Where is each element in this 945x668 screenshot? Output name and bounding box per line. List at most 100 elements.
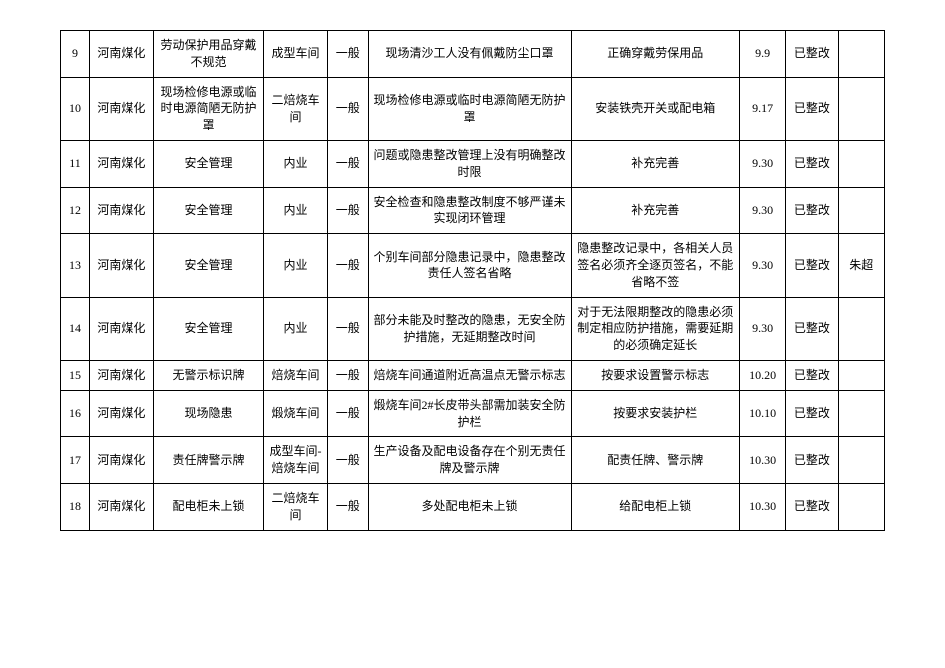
table-row: 15河南煤化无警示标识牌焙烧车间一般焙烧车间通道附近高温点无警示标志按要求设置警… <box>61 360 885 390</box>
table-row: 10河南煤化现场检修电源或临时电源简陋无防护罩二焙烧车间一般现场检修电源或临时电… <box>61 77 885 140</box>
level-cell: 一般 <box>327 483 368 530</box>
table-row: 9河南煤化劳动保护用品穿戴不规范成型车间一般现场清沙工人没有佩戴防尘口罩正确穿戴… <box>61 31 885 78</box>
level-cell: 一般 <box>327 437 368 484</box>
person-cell <box>838 187 884 234</box>
table-row: 11河南煤化安全管理内业一般问题或隐患整改管理上没有明确整改时限补充完善9.30… <box>61 140 885 187</box>
action-cell: 隐患整改记录中，各相关人员签名必须齐全逐页签名，不能省略不签 <box>571 234 739 297</box>
description-cell: 现场清沙工人没有佩戴防尘口罩 <box>368 31 571 78</box>
action-cell: 对于无法限期整改的隐患必须制定相应防护措施，需要延期的必须确定延长 <box>571 297 739 360</box>
workshop-cell: 二焙烧车间 <box>264 77 328 140</box>
level-cell: 一般 <box>327 140 368 187</box>
row-number: 12 <box>61 187 90 234</box>
date-cell: 9.30 <box>739 187 785 234</box>
action-cell: 安装铁壳开关或配电箱 <box>571 77 739 140</box>
action-cell: 补充完善 <box>571 187 739 234</box>
company-cell: 河南煤化 <box>90 77 154 140</box>
person-cell <box>838 31 884 78</box>
row-number: 17 <box>61 437 90 484</box>
table-row: 17河南煤化责任牌警示牌成型车间-焙烧车间一般生产设备及配电设备存在个别无责任牌… <box>61 437 885 484</box>
person-cell <box>838 140 884 187</box>
person-cell <box>838 360 884 390</box>
row-number: 13 <box>61 234 90 297</box>
status-cell: 已整改 <box>786 31 838 78</box>
company-cell: 河南煤化 <box>90 234 154 297</box>
status-cell: 已整改 <box>786 297 838 360</box>
workshop-cell: 煅烧车间 <box>264 390 328 437</box>
issue-type-cell: 安全管理 <box>153 187 263 234</box>
status-cell: 已整改 <box>786 360 838 390</box>
workshop-cell: 二焙烧车间 <box>264 483 328 530</box>
workshop-cell: 内业 <box>264 187 328 234</box>
issue-type-cell: 安全管理 <box>153 297 263 360</box>
company-cell: 河南煤化 <box>90 390 154 437</box>
table-row: 18河南煤化配电柜未上锁二焙烧车间一般多处配电柜未上锁给配电柜上锁10.30已整… <box>61 483 885 530</box>
level-cell: 一般 <box>327 31 368 78</box>
company-cell: 河南煤化 <box>90 437 154 484</box>
table-row: 14河南煤化安全管理内业一般部分未能及时整改的隐患，无安全防护措施，无延期整改时… <box>61 297 885 360</box>
table-row: 12河南煤化安全管理内业一般安全检查和隐患整改制度不够严谨未实现闭环管理补充完善… <box>61 187 885 234</box>
action-cell: 补充完善 <box>571 140 739 187</box>
table-row: 16河南煤化现场隐患煅烧车间一般煅烧车间2#长皮带头部需加装安全防护栏按要求安装… <box>61 390 885 437</box>
status-cell: 已整改 <box>786 234 838 297</box>
company-cell: 河南煤化 <box>90 360 154 390</box>
workshop-cell: 内业 <box>264 140 328 187</box>
level-cell: 一般 <box>327 390 368 437</box>
row-number: 11 <box>61 140 90 187</box>
date-cell: 9.30 <box>739 140 785 187</box>
status-cell: 已整改 <box>786 140 838 187</box>
status-cell: 已整改 <box>786 390 838 437</box>
date-cell: 9.30 <box>739 234 785 297</box>
status-cell: 已整改 <box>786 483 838 530</box>
description-cell: 部分未能及时整改的隐患，无安全防护措施，无延期整改时间 <box>368 297 571 360</box>
action-cell: 按要求安装护栏 <box>571 390 739 437</box>
level-cell: 一般 <box>327 234 368 297</box>
person-cell: 朱超 <box>838 234 884 297</box>
description-cell: 问题或隐患整改管理上没有明确整改时限 <box>368 140 571 187</box>
workshop-cell: 成型车间 <box>264 31 328 78</box>
company-cell: 河南煤化 <box>90 297 154 360</box>
action-cell: 按要求设置警示标志 <box>571 360 739 390</box>
row-number: 14 <box>61 297 90 360</box>
status-cell: 已整改 <box>786 77 838 140</box>
person-cell <box>838 297 884 360</box>
person-cell <box>838 437 884 484</box>
date-cell: 9.30 <box>739 297 785 360</box>
issue-type-cell: 责任牌警示牌 <box>153 437 263 484</box>
date-cell: 9.9 <box>739 31 785 78</box>
description-cell: 生产设备及配电设备存在个别无责任牌及警示牌 <box>368 437 571 484</box>
action-cell: 正确穿戴劳保用品 <box>571 31 739 78</box>
issue-type-cell: 安全管理 <box>153 140 263 187</box>
workshop-cell: 内业 <box>264 297 328 360</box>
issue-type-cell: 现场隐患 <box>153 390 263 437</box>
description-cell: 多处配电柜未上锁 <box>368 483 571 530</box>
issue-type-cell: 配电柜未上锁 <box>153 483 263 530</box>
issue-type-cell: 劳动保护用品穿戴不规范 <box>153 31 263 78</box>
status-cell: 已整改 <box>786 437 838 484</box>
description-cell: 焙烧车间通道附近高温点无警示标志 <box>368 360 571 390</box>
status-cell: 已整改 <box>786 187 838 234</box>
level-cell: 一般 <box>327 77 368 140</box>
date-cell: 10.10 <box>739 390 785 437</box>
person-cell <box>838 390 884 437</box>
company-cell: 河南煤化 <box>90 483 154 530</box>
level-cell: 一般 <box>327 360 368 390</box>
company-cell: 河南煤化 <box>90 140 154 187</box>
row-number: 18 <box>61 483 90 530</box>
person-cell <box>838 77 884 140</box>
description-cell: 安全检查和隐患整改制度不够严谨未实现闭环管理 <box>368 187 571 234</box>
workshop-cell: 焙烧车间 <box>264 360 328 390</box>
date-cell: 10.20 <box>739 360 785 390</box>
workshop-cell: 成型车间-焙烧车间 <box>264 437 328 484</box>
table-row: 13河南煤化安全管理内业一般个别车间部分隐患记录中，隐患整改责任人签名省略隐患整… <box>61 234 885 297</box>
issue-type-cell: 现场检修电源或临时电源简陋无防护罩 <box>153 77 263 140</box>
row-number: 9 <box>61 31 90 78</box>
safety-issues-table: 9河南煤化劳动保护用品穿戴不规范成型车间一般现场清沙工人没有佩戴防尘口罩正确穿戴… <box>60 30 885 531</box>
date-cell: 10.30 <box>739 483 785 530</box>
date-cell: 10.30 <box>739 437 785 484</box>
date-cell: 9.17 <box>739 77 785 140</box>
row-number: 10 <box>61 77 90 140</box>
level-cell: 一般 <box>327 297 368 360</box>
workshop-cell: 内业 <box>264 234 328 297</box>
row-number: 15 <box>61 360 90 390</box>
description-cell: 个别车间部分隐患记录中，隐患整改责任人签名省略 <box>368 234 571 297</box>
